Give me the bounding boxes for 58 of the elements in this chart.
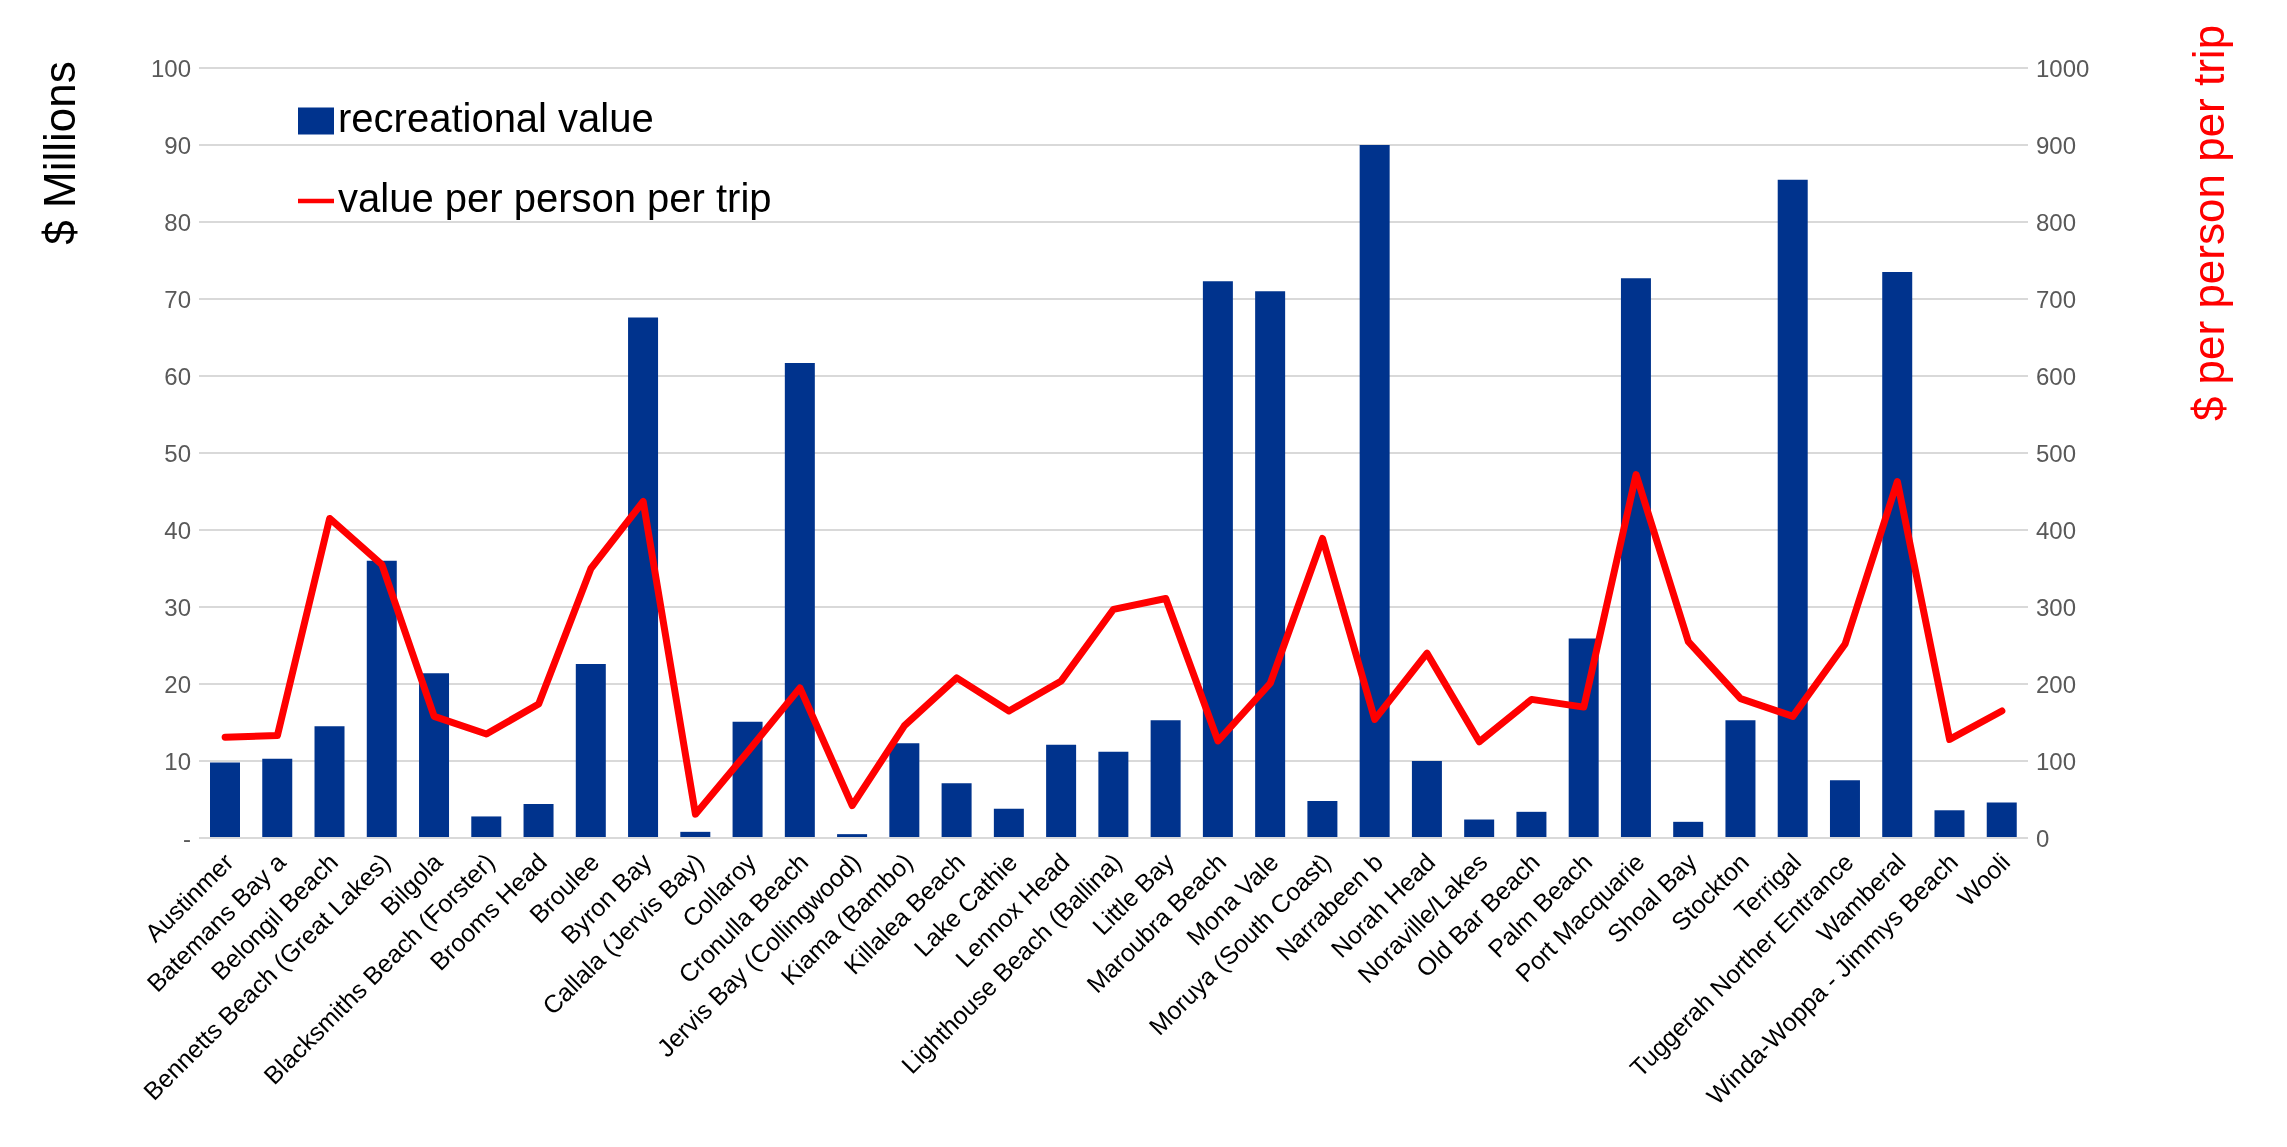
bar (210, 762, 240, 838)
bar (523, 804, 554, 838)
bar (1986, 802, 2017, 838)
y2-tick-label: 300 (2036, 593, 2077, 621)
bar (1255, 291, 1286, 838)
bar (1777, 179, 1808, 838)
bar (1150, 720, 1181, 838)
bar (262, 758, 293, 838)
bar (1046, 744, 1077, 838)
bar (1882, 272, 1913, 838)
y-tick-label: 50 (164, 439, 191, 467)
bar (314, 726, 345, 838)
bar (889, 743, 920, 838)
bar (1673, 821, 1704, 838)
y2-tick-label: 0 (2036, 824, 2050, 852)
y-tick-label: 40 (164, 516, 191, 544)
bar (993, 808, 1024, 838)
y-tick-label: 60 (164, 362, 191, 390)
y-tick-label: 80 (164, 208, 191, 236)
y2-axis-title: $ per person per trip (2183, 24, 2233, 422)
bar (1307, 801, 1338, 838)
bar (784, 362, 815, 838)
bar (628, 317, 659, 838)
bar (1359, 145, 1390, 838)
y2-tick-label: 400 (2036, 516, 2077, 544)
bar (1516, 811, 1547, 838)
bar (941, 783, 972, 838)
bar (471, 816, 502, 838)
bar (1568, 638, 1599, 838)
y2-tick-label: 700 (2036, 285, 2077, 313)
bar (366, 560, 397, 838)
bar (1098, 751, 1129, 838)
y-tick-label: 30 (164, 593, 191, 621)
y2-tick-label: 600 (2036, 362, 2077, 390)
bar (1620, 278, 1651, 838)
y2-tick-label: 100 (2036, 747, 2077, 775)
y-tick-label: 70 (164, 285, 191, 313)
y2-tick-label: 500 (2036, 439, 2077, 467)
y2-tick-label: 900 (2036, 131, 2077, 159)
y2-tick-label: 1000 (2036, 54, 2090, 82)
y-axis-title: $ Millions (34, 61, 84, 245)
bar (419, 673, 450, 838)
y-tick-label: 20 (164, 670, 191, 698)
bar (575, 663, 606, 838)
y-tick-label: 90 (164, 131, 191, 159)
y-tick-label: - (183, 824, 191, 852)
bar (1725, 720, 1756, 838)
bar (1829, 780, 1860, 838)
y-tick-label: 10 (164, 747, 191, 775)
y-tick-label: 100 (150, 54, 191, 82)
y2-tick-label: 800 (2036, 208, 2077, 236)
bar (1464, 819, 1495, 838)
bar (1411, 761, 1442, 838)
y2-tick-label: 200 (2036, 670, 2077, 698)
legend-label: value per person per trip (338, 175, 772, 222)
bar (1202, 281, 1233, 838)
bar (1934, 810, 1965, 838)
legend-label: recreational value (338, 95, 654, 142)
